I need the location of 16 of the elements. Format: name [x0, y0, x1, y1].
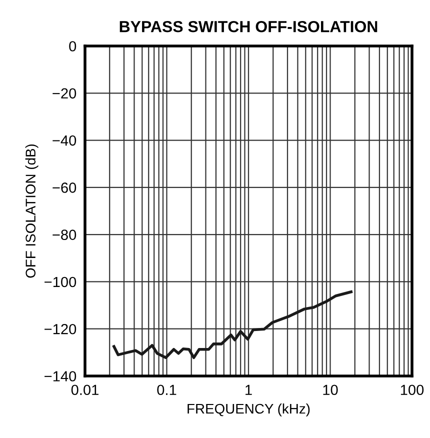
x-axis-title: FREQUENCY (kHz)	[188, 403, 310, 416]
x-tick-label: 0.01	[71, 384, 98, 396]
y-tick-label: −60	[52, 182, 76, 193]
x-tick-label: 0.1	[157, 384, 176, 396]
y-tick-label: −120	[44, 324, 76, 334]
y-tick-label: −140	[44, 371, 76, 382]
y-axis-title: OFF ISOLATION (dB)	[25, 144, 38, 278]
chart-title: BYPASS SWITCH OFF-ISOLATION	[120, 20, 378, 32]
x-tick-label: 100	[400, 384, 424, 396]
x-tick-label: 1	[246, 384, 252, 395]
y-tick-label: −80	[52, 230, 76, 240]
y-tick-label: 0	[69, 41, 76, 52]
y-tick-label: −40	[52, 135, 76, 146]
y-tick-label: −100	[44, 276, 76, 288]
y-tick-label: −20	[52, 88, 76, 99]
x-tick-label: 10	[323, 384, 338, 396]
